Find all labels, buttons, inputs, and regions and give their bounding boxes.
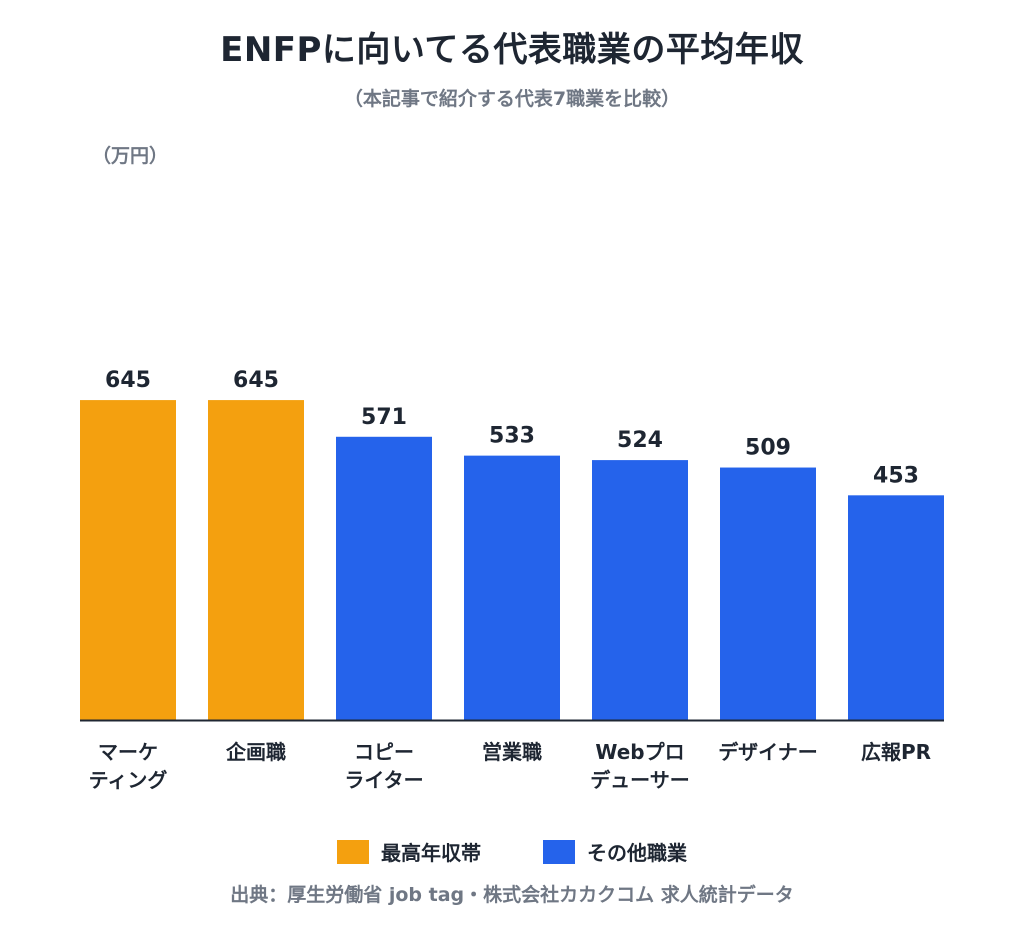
y-axis-unit-label: （万円） (92, 145, 169, 167)
x-axis-tick-label: コピーライター (344, 740, 423, 792)
bar (208, 400, 304, 720)
legend-item-other: その他職業 (543, 837, 687, 866)
source-note: 出典：厚生労働省 job tag・株式会社カカクコム 求人統計データ (230, 884, 794, 906)
bar-value-label: 509 (745, 436, 791, 461)
bar-value-label: 571 (361, 405, 407, 430)
bar-value-label: 533 (489, 424, 535, 449)
bar (336, 436, 432, 720)
bar (720, 467, 816, 720)
x-axis-tick-label: 企画職 (225, 740, 286, 764)
legend: 最高年収帯 その他職業 (0, 837, 1024, 866)
legend-label-highlight: 最高年収帯 (381, 841, 481, 865)
bar (592, 460, 688, 720)
x-axis-tick-label: デザイナー (718, 740, 818, 764)
x-axis-tick-label: Webプロデューサー (590, 740, 690, 792)
x-axis-tick-label: マーケティング (89, 740, 168, 792)
legend-swatch-highlight (337, 839, 369, 864)
chart-title: ENFPに向いてる代表職業の平均年収 (220, 30, 804, 70)
x-axis-tick-label: 広報PR (861, 740, 931, 764)
bar-value-label: 645 (233, 368, 279, 393)
bar-value-label: 645 (105, 368, 151, 393)
bar (464, 455, 560, 720)
legend-item-highlight: 最高年収帯 (337, 837, 481, 866)
bar (80, 400, 176, 720)
bar (848, 495, 944, 720)
chart-subtitle: （本記事で紹介する代表7職業を比較） (343, 88, 681, 110)
bar-value-label: 453 (873, 463, 919, 488)
legend-swatch-other (543, 839, 575, 864)
bar-value-label: 524 (617, 428, 663, 453)
x-axis-tick-label: 営業職 (482, 740, 542, 764)
legend-label-other: その他職業 (587, 841, 687, 865)
